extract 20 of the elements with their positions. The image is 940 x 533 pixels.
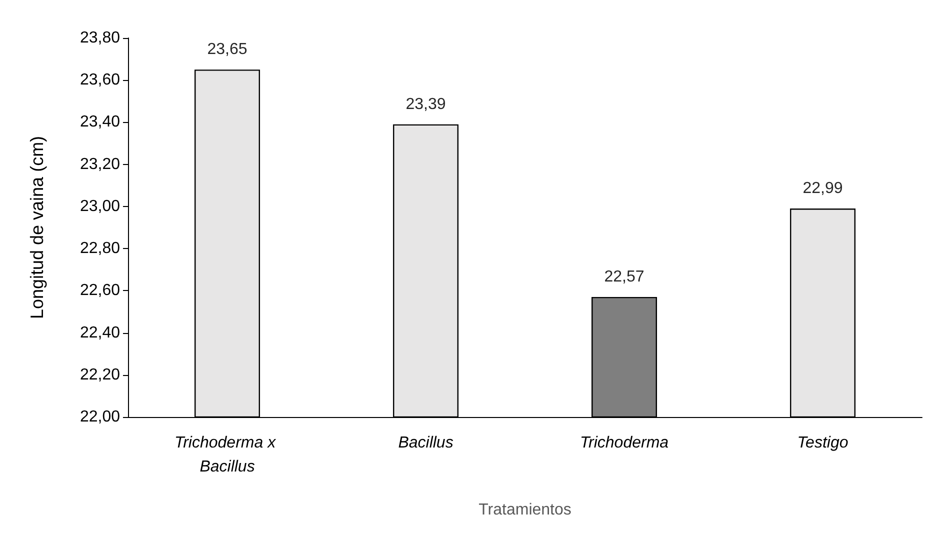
y-tick-label: 22,20 bbox=[80, 366, 120, 384]
x-tick-label: Testigo bbox=[797, 434, 848, 452]
x-tick-label: Bacillus bbox=[398, 434, 454, 452]
x-tick-label: Trichoderma bbox=[580, 434, 669, 452]
data-label: 22,57 bbox=[604, 268, 644, 286]
data-label: 23,39 bbox=[406, 96, 446, 113]
y-tick-label: 23,00 bbox=[80, 198, 120, 215]
y-tick-label: 22,80 bbox=[80, 240, 120, 258]
y-tick-label: 22,00 bbox=[80, 408, 120, 426]
y-tick-label: 23,80 bbox=[80, 30, 120, 46]
y-tick-label: 23,60 bbox=[80, 72, 120, 89]
x-tick-label: Trichoderma x Bacillus bbox=[174, 434, 280, 476]
y-tick-label: 23,20 bbox=[80, 156, 120, 173]
data-label: 23,65 bbox=[207, 41, 248, 58]
y-tick-label: 23,40 bbox=[80, 114, 120, 131]
y-axis-title: Longitud de vaina (cm) bbox=[27, 136, 47, 320]
y-tick-label: 22,60 bbox=[80, 282, 120, 300]
x-axis-title: Tratamientos bbox=[478, 502, 572, 518]
y-tick-label: 22,40 bbox=[80, 324, 120, 342]
data-label: 22,99 bbox=[802, 180, 843, 198]
